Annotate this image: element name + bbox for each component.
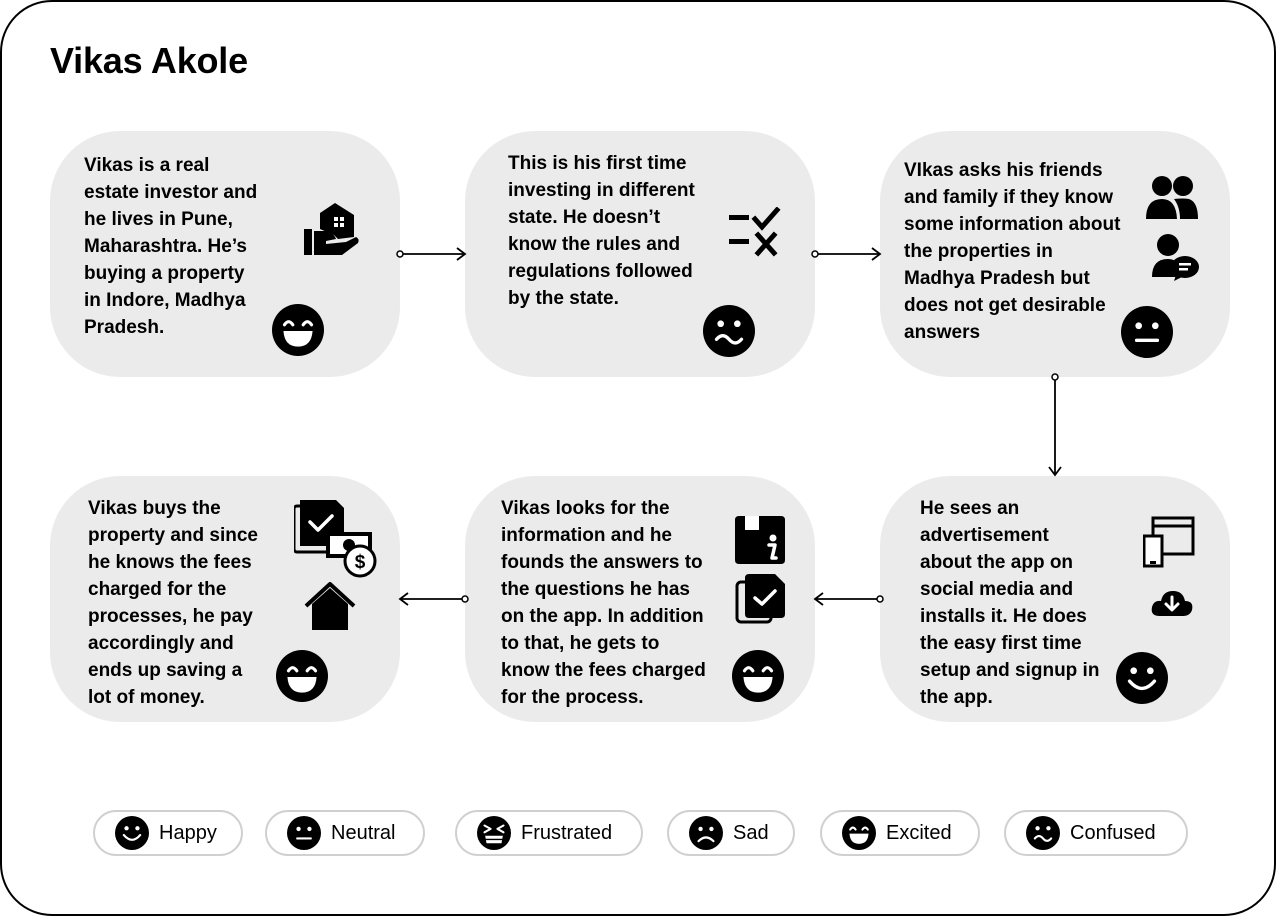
- journey-card-6: Vikas buys the property and since he kno…: [50, 476, 400, 722]
- sad-face-icon: [689, 816, 723, 850]
- house-in-hand-icon: [304, 203, 360, 259]
- legend-confused: Confused: [1004, 810, 1188, 856]
- flow-arrow-1-to-2: [396, 246, 468, 262]
- excited-face-icon: [276, 650, 328, 702]
- excited-face-icon: [842, 816, 876, 850]
- devices-icon: [1143, 516, 1195, 568]
- legend-label: Frustrated: [521, 821, 613, 844]
- card-4-text: He sees an advertisement about the app o…: [920, 498, 1100, 708]
- flow-arrow-3-to-4: [1047, 373, 1063, 477]
- legend-sad: Sad: [667, 810, 795, 856]
- flow-arrow-2-to-3: [811, 246, 883, 262]
- journey-card-5: Vikas looks for the information and he f…: [465, 476, 815, 722]
- confused-face-icon: [1026, 816, 1060, 850]
- card-5-text: Vikas looks for the information and he f…: [501, 498, 706, 708]
- people-icon: [1146, 175, 1198, 221]
- legend-label: Neutral: [331, 821, 396, 844]
- card-1-text: Vikas is a real estate investor and he l…: [84, 155, 258, 338]
- legend-label: Happy: [159, 821, 217, 844]
- legend-label: Excited: [886, 821, 952, 844]
- journey-card-4: He sees an advertisement about the app o…: [880, 476, 1230, 722]
- excited-face-icon: [732, 650, 784, 702]
- legend-neutral: Neutral: [265, 810, 425, 856]
- excited-face-icon: [272, 304, 324, 356]
- happy-face-icon: [115, 816, 149, 850]
- frustrated-face-icon: [477, 816, 511, 850]
- legend-label: Confused: [1070, 821, 1156, 844]
- person-chat-icon: [1152, 233, 1200, 281]
- confused-face-icon: [703, 305, 755, 357]
- page-title: Vikas Akole: [50, 40, 248, 81]
- legend-frustrated: Frustrated: [455, 810, 643, 856]
- neutral-face-icon: [287, 816, 321, 850]
- neutral-face-icon: [1121, 306, 1173, 358]
- cloud-download-icon: [1150, 588, 1194, 620]
- flow-arrow-5-to-6: [398, 591, 470, 607]
- journey-card-2: This is his first time investing in diff…: [465, 131, 815, 377]
- info-document-icon: [735, 514, 787, 566]
- journey-card-3: VIkas asks his friends and family if the…: [880, 131, 1230, 377]
- svg-text:$: $: [355, 552, 366, 573]
- flow-arrow-4-to-5: [813, 591, 885, 607]
- house-icon: [304, 582, 356, 632]
- card-6-text: Vikas buys the property and since he kno…: [88, 498, 258, 708]
- legend-happy: Happy: [93, 810, 243, 856]
- legend-label: Sad: [733, 821, 769, 844]
- happy-face-icon: [1116, 652, 1168, 704]
- legend-excited: Excited: [820, 810, 980, 856]
- documents-money-icon: $: [294, 500, 378, 580]
- card-3-text: VIkas asks his friends and family if the…: [904, 160, 1121, 343]
- card-2-text: This is his first time investing in diff…: [508, 153, 695, 309]
- document-check-icon: [735, 572, 787, 624]
- checklist-icon: [729, 207, 781, 259]
- journey-card-1: Vikas is a real estate investor and he l…: [50, 131, 400, 377]
